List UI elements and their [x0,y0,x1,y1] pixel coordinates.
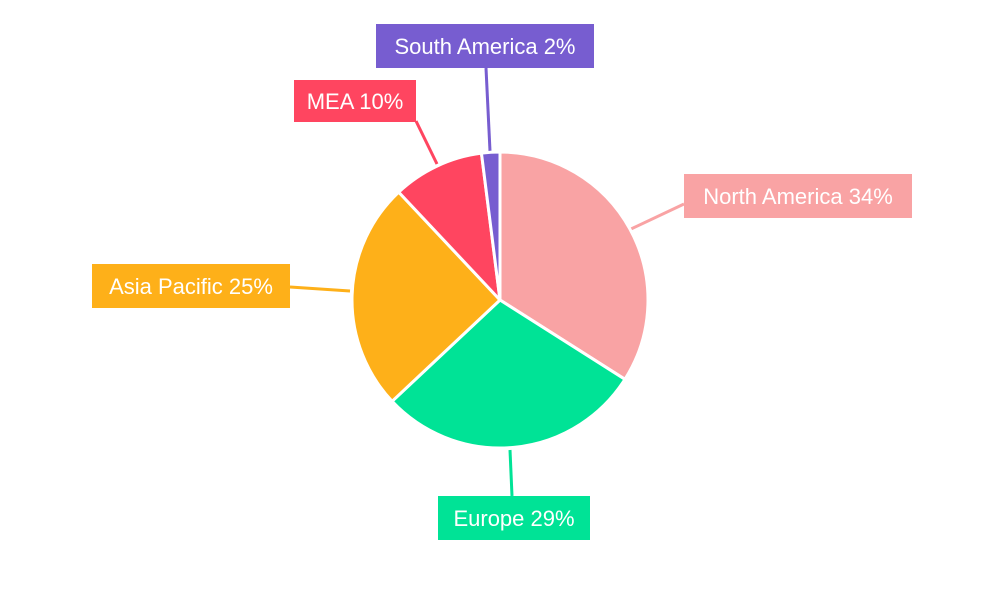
slice-label-box [684,174,912,218]
slice-label-text: MEA 10% [307,89,404,114]
leader-line-mea [414,120,439,165]
slice-label-asia-pacific: Asia Pacific 25% [92,264,290,308]
slice-label-text: Asia Pacific 25% [109,274,273,299]
leader-line-asia-pacific [289,285,351,293]
pie-slice-asia-pacific[interactable] [350,190,502,403]
pie-slice-south-america[interactable] [479,150,502,302]
slice-label-text: Europe 29% [453,506,574,531]
pie-slices [350,150,650,450]
leader-lines [289,67,685,497]
slice-label-box [376,24,594,68]
slice-label-mea: MEA 10% [294,80,416,122]
leader-line-europe [508,449,514,497]
slice-label-box [92,264,290,308]
pie-slice-mea[interactable] [397,151,502,302]
slice-label-text: South America 2% [395,34,576,59]
slice-label-box [294,80,416,122]
slice-label-north-america: North America 34% [684,174,912,218]
pie-slice-europe[interactable] [390,298,627,450]
slice-label-south-america: South America 2% [376,24,594,68]
slice-label-text: North America 34% [703,184,893,209]
slice-label-box [438,496,590,540]
leader-line-south-america [484,67,492,152]
slice-label-europe: Europe 29% [438,496,590,540]
slice-labels: North America 34% Europe 29% Asia Pacific … [92,24,912,540]
leader-line-north-america [630,202,685,231]
